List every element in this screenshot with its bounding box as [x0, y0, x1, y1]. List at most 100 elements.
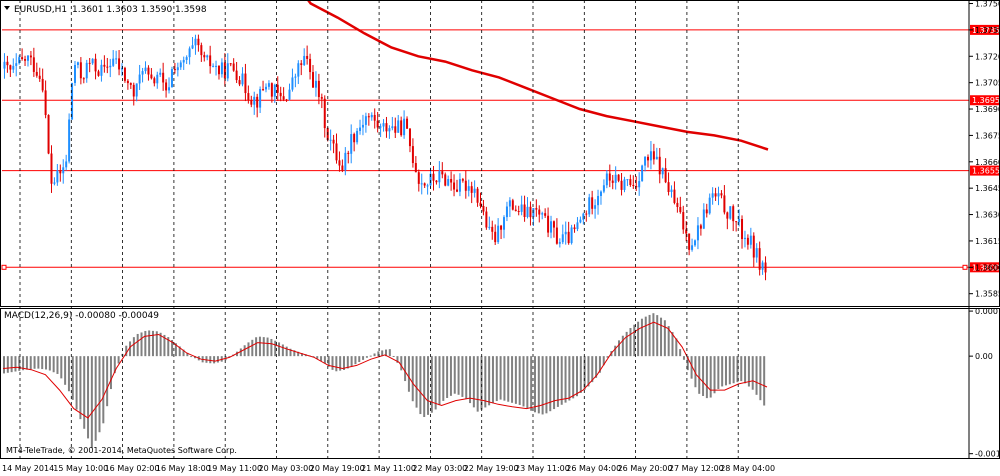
level-price-badge — [970, 24, 999, 35]
macd-histogram-bar — [278, 342, 281, 357]
candle-body — [594, 205, 597, 209]
candle-body — [694, 240, 697, 246]
x-tick-label: 20 May 19:00 — [310, 464, 365, 473]
candle-body — [679, 206, 682, 213]
macd-histogram-bar — [182, 349, 185, 357]
candle-body — [550, 221, 553, 233]
macd-histogram-bar — [178, 346, 181, 357]
candle-body — [558, 242, 561, 244]
macd-histogram-bar — [320, 356, 323, 361]
candle-body — [705, 209, 708, 214]
macd-histogram-bar — [446, 356, 449, 398]
candle-body — [638, 181, 641, 188]
macd-histogram-bar — [323, 356, 326, 364]
macd-label: MACD(12,26,9) -0.00080 -0.00049 — [4, 311, 159, 321]
candle-body — [682, 212, 685, 230]
y-tick-label: 1.3720 — [975, 52, 1000, 61]
candle-body — [206, 55, 209, 58]
macd-histogram-bar — [285, 346, 288, 357]
candle-body — [591, 197, 594, 209]
candle-body — [312, 72, 315, 88]
macd-histogram-bar — [266, 337, 269, 357]
macd-histogram-bar — [385, 349, 387, 357]
candle-body — [605, 173, 608, 186]
macd-histogram-bar — [52, 356, 55, 373]
macd-histogram-bar — [151, 330, 154, 357]
macd-histogram-bar — [556, 356, 559, 407]
macd-histogram-bar — [682, 356, 685, 360]
ohlc-readout: 1.3601 1.3603 1.3590 1.3598 — [72, 5, 207, 15]
macd-histogram-bar — [331, 356, 334, 370]
macd-histogram-bar — [694, 356, 697, 388]
macd-histogram-bar — [724, 356, 727, 386]
macd-histogram-bar — [499, 356, 502, 400]
candle-body — [303, 55, 306, 65]
macd-histogram-bar — [22, 356, 25, 371]
candle-body — [15, 63, 18, 66]
candle-body — [538, 209, 541, 215]
candle-body — [667, 182, 670, 192]
macd-histogram-bar — [155, 331, 158, 357]
macd-histogram-bar — [751, 356, 754, 390]
macd-histogram-bar — [660, 317, 663, 357]
candle-body — [276, 84, 279, 93]
macd-histogram-bar — [709, 356, 712, 398]
macd-histogram-bar — [503, 356, 506, 401]
macd-histogram-bar — [373, 353, 376, 357]
macd-histogram-bar — [702, 356, 705, 396]
macd-histogram-bar — [507, 356, 510, 402]
y-tick-label: 1.3675 — [975, 131, 1000, 140]
candle-body — [370, 114, 373, 118]
y-tick-label: 1.3585 — [975, 290, 1000, 299]
candle-body — [141, 71, 144, 75]
macd-histogram-bar — [381, 350, 384, 357]
candle-body — [417, 172, 420, 184]
candle-body — [517, 210, 520, 212]
candle-body — [65, 161, 68, 168]
macd-histogram-bar — [6, 356, 9, 373]
macd-histogram-bar — [25, 356, 28, 370]
moving-average-line — [306, 0, 769, 151]
level-handle-right[interactable] — [962, 264, 968, 270]
candle-body — [670, 189, 673, 192]
candle-body — [338, 160, 341, 166]
level-handle-left[interactable] — [1, 264, 7, 270]
candle-body — [717, 193, 720, 197]
price-panel[interactable]: 1.3735 1.3695 1.3655 1.3600 — [1, 0, 1000, 281]
candle-body — [661, 168, 664, 175]
candle-body — [88, 62, 91, 64]
symbol-title: EURUSD,H1 — [14, 5, 67, 15]
macd-histogram-bar — [335, 356, 338, 372]
macd-histogram-bar — [209, 356, 212, 364]
macd-histogram-bar — [37, 356, 40, 369]
candle-body — [494, 231, 497, 243]
candle-body — [41, 78, 44, 91]
candle-body — [658, 156, 661, 175]
candle-body — [711, 193, 714, 198]
macd-histogram-bar — [186, 352, 189, 357]
candle-body — [56, 170, 59, 183]
dropdown-arrow-icon[interactable] — [4, 6, 10, 10]
candle-body — [599, 191, 602, 196]
candle-body — [203, 55, 206, 58]
macd-histogram-bar — [362, 356, 365, 360]
candle-body — [238, 80, 241, 85]
x-tick-label: 23 May 11:00 — [515, 464, 570, 473]
macd-panel[interactable] — [2, 313, 768, 449]
candle-body — [165, 82, 168, 91]
macd-histogram-bar — [491, 356, 494, 404]
macd-histogram-bar — [533, 356, 536, 413]
candle-body — [423, 183, 426, 186]
macd-histogram-bar — [679, 349, 682, 357]
macd-histogram-bar — [640, 318, 643, 357]
candle-body — [285, 99, 288, 101]
x-tick-label: 16 May 18:00 — [156, 464, 211, 473]
candle-body — [726, 212, 729, 219]
candle-body — [232, 63, 235, 71]
candle-body — [317, 80, 320, 98]
macd-histogram-bar — [56, 356, 59, 374]
candle-body — [47, 115, 50, 154]
macd-histogram-bar — [98, 356, 101, 433]
